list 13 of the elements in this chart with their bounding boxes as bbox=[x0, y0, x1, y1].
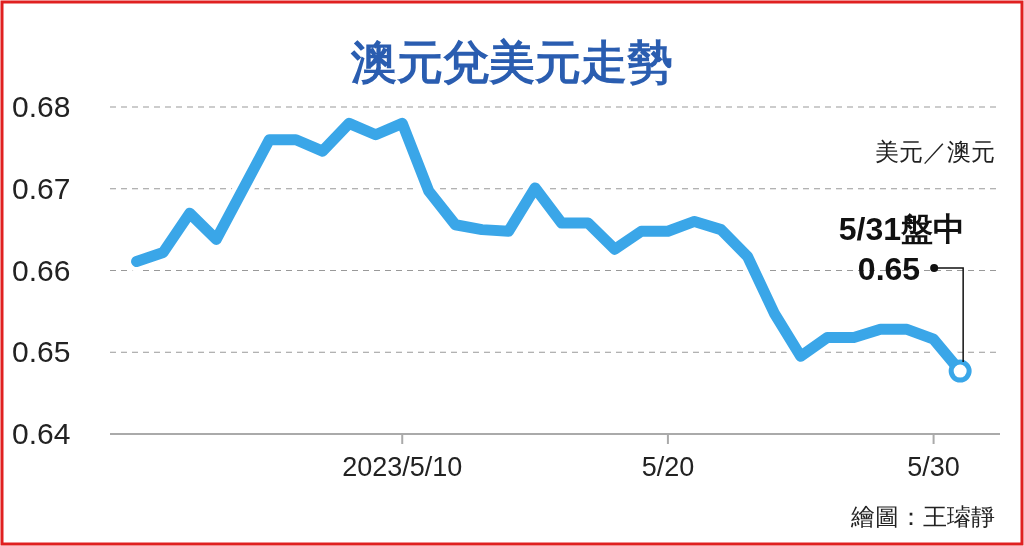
y-tick-label: 0.67 bbox=[12, 171, 71, 205]
annotation: 5/31盤中 bbox=[838, 211, 965, 247]
text: 繪圖：王璿靜 bbox=[850, 503, 995, 530]
y-tick-label: 0.65 bbox=[12, 335, 71, 369]
annotation: 0.65 bbox=[857, 251, 921, 287]
y-tick-label: 0.64 bbox=[12, 417, 71, 450]
x-tick-label: 5/20 bbox=[641, 452, 695, 482]
x-tick-label: 5/30 bbox=[907, 452, 960, 482]
chart-title: 澳元兌美元走勢 bbox=[350, 36, 673, 88]
x-tick-label: 2023/5/10 bbox=[342, 452, 463, 482]
y-tick-label: 0.66 bbox=[12, 253, 71, 287]
y-tick-label: 0.68 bbox=[12, 90, 71, 123]
y-axis-title: 美元／澳元 bbox=[875, 138, 995, 165]
